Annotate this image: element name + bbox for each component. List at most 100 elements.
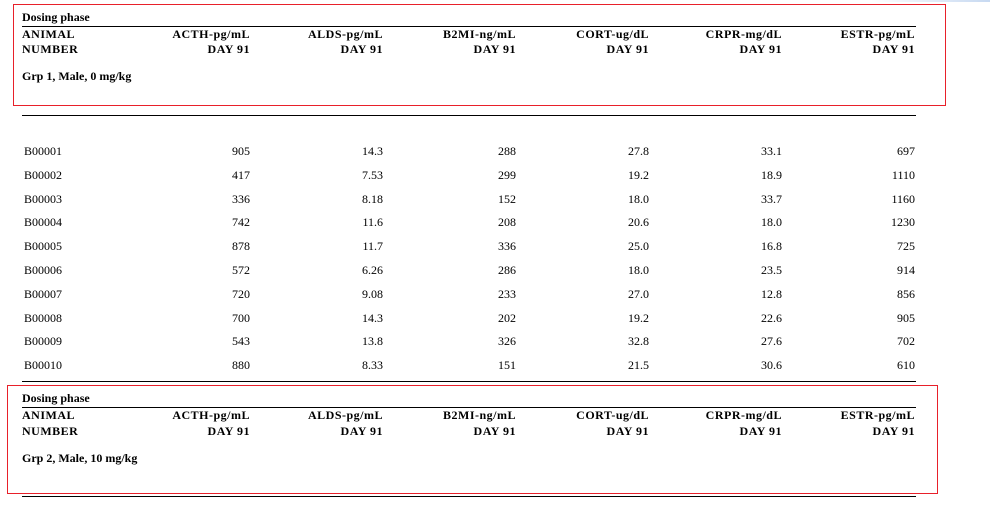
b2mi-value: 151 bbox=[498, 358, 516, 373]
column-day-label: DAY 91 bbox=[606, 42, 649, 56]
column-header-estr: ESTR-pg/mL bbox=[840, 408, 915, 422]
window-top-strip bbox=[0, 0, 990, 2]
b2mi-value: 202 bbox=[498, 310, 516, 325]
b2mi-value: 286 bbox=[498, 263, 516, 277]
acth-value: 417 bbox=[232, 167, 250, 182]
column-header-cort: CORT-ug/dL bbox=[576, 408, 649, 422]
crpr-value: 33.7 bbox=[761, 191, 782, 206]
column-header-acth: ACTH-pg/mL bbox=[172, 27, 250, 41]
acth-value: 878 bbox=[232, 239, 250, 254]
table-row: B00004 742 11.6 208 20.6 18.0 1230 bbox=[0, 215, 990, 235]
cort-value: 18.0 bbox=[628, 191, 649, 206]
cort-value: 19.2 bbox=[628, 167, 649, 182]
crpr-value: 16.8 bbox=[761, 239, 782, 254]
acth-value: 700 bbox=[232, 310, 250, 325]
column-header-row-1: ANIMAL ACTH-pg/mL ALDS-pg/mL B2MI-ng/mL … bbox=[0, 27, 990, 43]
phase-title: Dosing phase bbox=[22, 391, 90, 405]
column-header-row-2: NUMBER DAY 91 DAY 91 DAY 91 DAY 91 DAY 9… bbox=[0, 42, 990, 58]
column-day-label: DAY 91 bbox=[473, 42, 516, 56]
animal-number: B00004 bbox=[24, 215, 63, 230]
table-row: B00005 878 11.7 336 25.0 16.8 725 bbox=[0, 239, 990, 259]
animal-number: B00007 bbox=[24, 286, 63, 301]
estr-value: 1110 bbox=[891, 167, 915, 182]
table-row: B00003 336 8.18 152 18.0 33.7 1160 bbox=[0, 192, 990, 212]
animal-number: B00010 bbox=[24, 358, 63, 373]
animal-number: B00005 bbox=[24, 239, 63, 254]
b2mi-value: 288 bbox=[498, 144, 516, 158]
column-header-animal: ANIMAL bbox=[22, 408, 75, 422]
section-rule bbox=[22, 381, 916, 382]
column-day-label: DAY 91 bbox=[872, 42, 915, 56]
alds-value: 6.26 bbox=[362, 263, 383, 277]
column-header-estr: ESTR-pg/mL bbox=[840, 27, 915, 41]
animal-number: B00003 bbox=[24, 191, 63, 206]
estr-value: 697 bbox=[897, 144, 915, 158]
crpr-value: 22.6 bbox=[761, 310, 782, 325]
alds-value: 13.8 bbox=[362, 334, 383, 349]
table-row: B00008 700 14.3 202 19.2 22.6 905 bbox=[0, 311, 990, 331]
acth-value: 572 bbox=[232, 263, 250, 277]
estr-value: 1160 bbox=[891, 191, 915, 206]
animal-number: B00009 bbox=[24, 334, 63, 349]
column-header-crpr: CRPR-mg/dL bbox=[705, 408, 782, 422]
estr-value: 905 bbox=[897, 310, 915, 325]
column-header-animal: ANIMAL bbox=[22, 27, 75, 41]
estr-value: 856 bbox=[897, 286, 915, 301]
b2mi-value: 208 bbox=[498, 215, 516, 230]
column-header-b2mi: B2MI-ng/mL bbox=[442, 27, 516, 41]
cort-value: 21.5 bbox=[628, 358, 649, 373]
acth-value: 336 bbox=[232, 191, 250, 206]
column-header-number: NUMBER bbox=[22, 424, 79, 438]
acth-value: 720 bbox=[232, 286, 250, 301]
column-header-alds: ALDS-pg/mL bbox=[307, 408, 383, 422]
cort-value: 32.8 bbox=[628, 334, 649, 349]
estr-value: 702 bbox=[897, 334, 915, 349]
cort-value: 25.0 bbox=[628, 239, 649, 254]
group-label: Grp 1, Male, 0 mg/kg bbox=[22, 69, 132, 83]
b2mi-value: 336 bbox=[498, 239, 516, 254]
estr-value: 1230 bbox=[891, 215, 915, 230]
column-day-label: DAY 91 bbox=[606, 424, 649, 438]
column-header-b2mi: B2MI-ng/mL bbox=[442, 408, 516, 422]
table-row: B00001 905 14.3 288 27.8 33.1 697 bbox=[0, 144, 990, 164]
crpr-value: 12.8 bbox=[761, 286, 782, 301]
crpr-value: 18.0 bbox=[761, 215, 782, 230]
alds-value: 14.3 bbox=[362, 144, 383, 158]
phase-title: Dosing phase bbox=[22, 10, 90, 24]
header-rule bbox=[22, 407, 916, 408]
header-rule bbox=[22, 26, 916, 27]
acth-value: 742 bbox=[232, 215, 250, 230]
column-header-row-1: ANIMAL ACTH-pg/mL ALDS-pg/mL B2MI-ng/mL … bbox=[0, 408, 990, 424]
column-header-alds: ALDS-pg/mL bbox=[307, 27, 383, 41]
table-row: B00002 417 7.53 299 19.2 18.9 1110 bbox=[0, 168, 990, 188]
acth-value: 543 bbox=[232, 334, 250, 349]
column-day-label: DAY 91 bbox=[473, 424, 516, 438]
animal-number: B00008 bbox=[24, 310, 63, 325]
column-day-label: DAY 91 bbox=[872, 424, 915, 438]
section-rule bbox=[22, 115, 916, 116]
animal-number: B00002 bbox=[24, 167, 63, 182]
estr-value: 610 bbox=[897, 358, 915, 373]
cort-value: 19.2 bbox=[628, 310, 649, 325]
group-label: Grp 2, Male, 10 mg/kg bbox=[22, 451, 138, 465]
column-header-acth: ACTH-pg/mL bbox=[172, 408, 250, 422]
estr-value: 725 bbox=[897, 239, 915, 254]
column-day-label: DAY 91 bbox=[340, 424, 383, 438]
column-day-label: DAY 91 bbox=[340, 42, 383, 56]
crpr-value: 27.6 bbox=[761, 334, 782, 349]
b2mi-value: 233 bbox=[498, 286, 516, 301]
alds-value: 11.7 bbox=[362, 239, 383, 254]
alds-value: 7.53 bbox=[362, 167, 383, 182]
column-day-label: DAY 91 bbox=[739, 424, 782, 438]
highlight-box-group1-header bbox=[13, 4, 946, 106]
highlight-box-group2-header bbox=[7, 385, 938, 494]
table-row: B00010 880 8.33 151 21.5 30.6 610 bbox=[0, 358, 990, 378]
alds-value: 8.18 bbox=[362, 191, 383, 206]
column-header-number: NUMBER bbox=[22, 42, 79, 56]
crpr-value: 33.1 bbox=[761, 144, 782, 158]
table-row: B00009 543 13.8 326 32.8 27.6 702 bbox=[0, 334, 990, 354]
b2mi-value: 299 bbox=[498, 167, 516, 182]
animal-number: B00006 bbox=[24, 263, 63, 277]
column-day-label: DAY 91 bbox=[207, 424, 250, 438]
animal-number: B00001 bbox=[24, 144, 63, 158]
